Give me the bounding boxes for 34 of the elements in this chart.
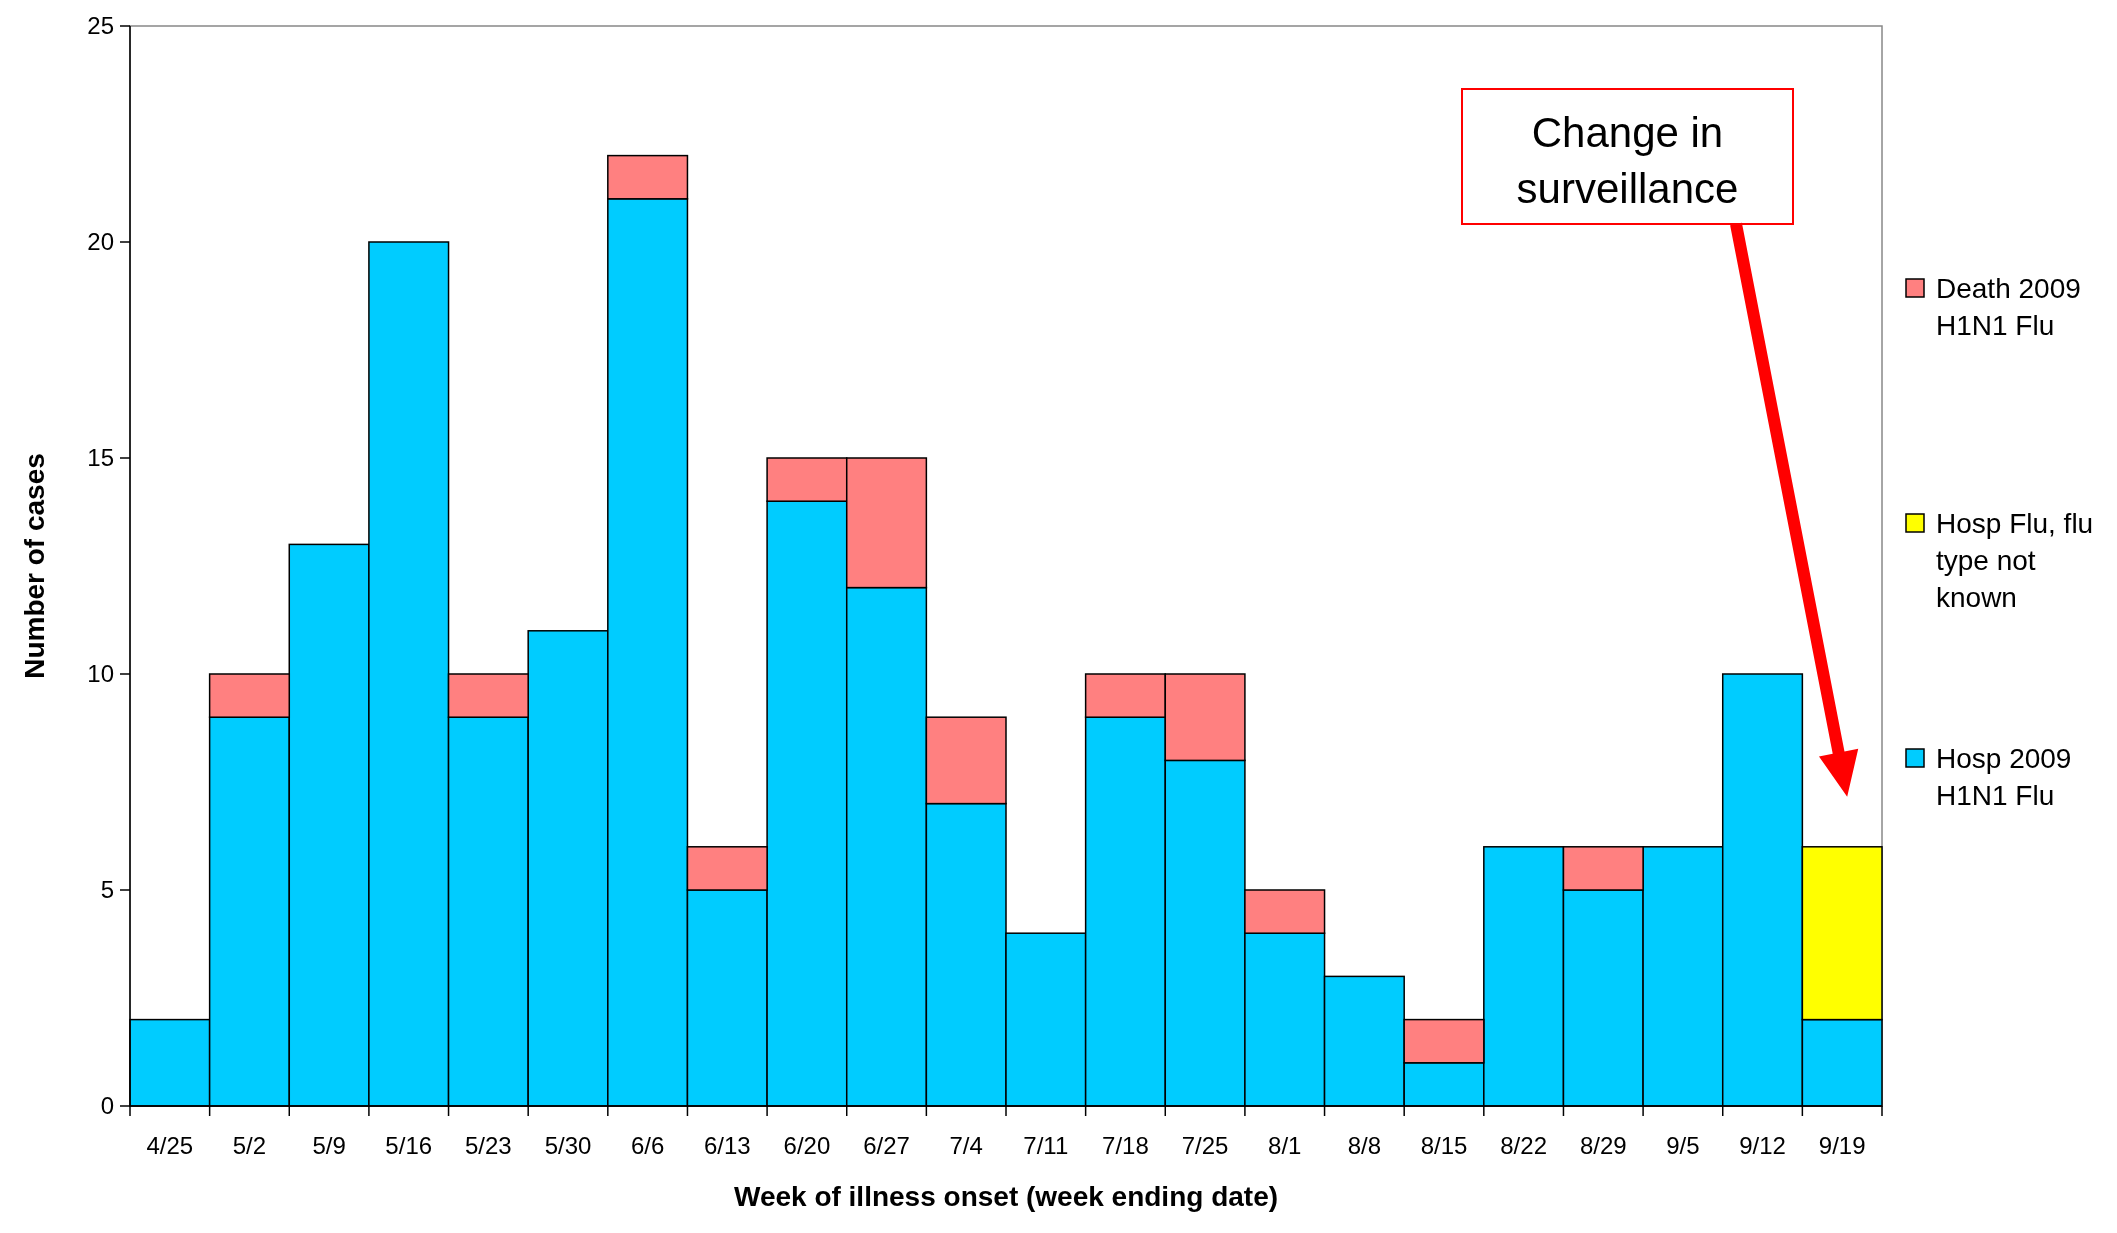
- x-tick-label: 8/1: [1268, 1132, 1302, 1159]
- x-tick-label: 7/18: [1102, 1132, 1149, 1159]
- x-tick-label: 9/5: [1666, 1132, 1700, 1159]
- x-tick-label: 6/6: [630, 1132, 665, 1159]
- y-tick-label: 10: [87, 660, 114, 688]
- y-axis-title: Number of cases: [19, 453, 50, 679]
- annotation: Change in surveillance: [1516, 108, 1739, 212]
- x-tick-label: 5/9: [312, 1132, 346, 1159]
- y-tick-label: 0: [100, 1092, 114, 1120]
- x-tick-label: 6/27: [863, 1132, 910, 1159]
- x-tick-label: 5/2: [232, 1132, 267, 1159]
- x-tick-label: 5/30: [544, 1132, 592, 1159]
- y-tick-label: 25: [87, 12, 114, 40]
- x-tick-label: 6/20: [783, 1132, 831, 1159]
- x-tick-label: 8/22: [1500, 1132, 1547, 1159]
- legend-label: Death 2009 H1N1 Flu: [1936, 272, 2081, 341]
- legend-label: Hosp Flu, flu type not known: [1936, 507, 2094, 613]
- y-tick-label: 20: [87, 228, 114, 256]
- x-tick-label: 7/4: [949, 1132, 983, 1159]
- y-tick-label: 15: [87, 444, 114, 472]
- x-tick-label: 7/25: [1181, 1132, 1229, 1159]
- x-tick-label: 5/23: [465, 1132, 512, 1159]
- x-tick-label: 4/25: [146, 1132, 194, 1159]
- y-tick-label: 5: [100, 876, 114, 904]
- x-tick-label: 9/19: [1818, 1132, 1866, 1159]
- x-tick-label: 9/12: [1739, 1132, 1786, 1159]
- x-tick-label: 5/16: [385, 1132, 433, 1159]
- x-axis-title: Week of illness onset (week ending date): [733, 1181, 1279, 1212]
- x-tick-label: 7/11: [1023, 1132, 1069, 1159]
- x-tick-label: 8/8: [1347, 1132, 1382, 1159]
- legend-label: Hosp 2009 H1N1 Flu: [1936, 742, 2072, 811]
- x-tick-label: 6/13: [703, 1132, 751, 1159]
- x-tick-label: 8/15: [1420, 1132, 1468, 1159]
- x-tick-label: 8/29: [1579, 1132, 1627, 1159]
